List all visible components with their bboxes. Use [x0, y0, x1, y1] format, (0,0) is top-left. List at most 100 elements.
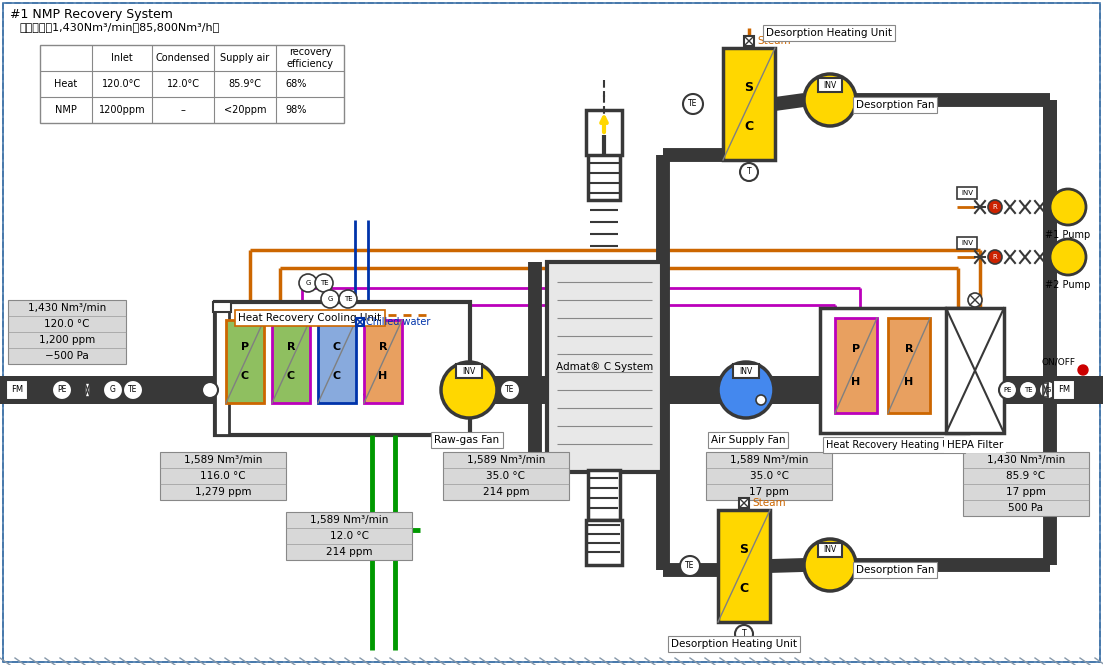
Text: C: C [333, 370, 341, 380]
Circle shape [988, 200, 1002, 214]
Text: 1,279 ppm: 1,279 ppm [195, 487, 251, 497]
Text: Steam: Steam [757, 36, 791, 46]
Bar [443, 452, 569, 500]
Text: 214 ppm: 214 ppm [483, 487, 529, 497]
Text: 35.0 °C: 35.0 °C [750, 471, 789, 481]
Bar [739, 498, 749, 508]
Text: G: G [328, 296, 333, 302]
Text: 12.0°C: 12.0°C [167, 79, 200, 89]
Text: Desorption Fan: Desorption Fan [856, 100, 934, 110]
Text: ON/OFF: ON/OFF [1041, 358, 1075, 366]
Bar [745, 36, 754, 46]
Text: 1,200 ppm: 1,200 ppm [39, 335, 95, 345]
Text: Admat® C System: Admat® C System [556, 362, 653, 372]
Bar [318, 320, 356, 403]
Bar [586, 110, 622, 155]
Text: PE: PE [1004, 387, 1013, 393]
Circle shape [299, 274, 317, 292]
Text: TE: TE [1024, 387, 1032, 393]
Circle shape [1050, 189, 1086, 225]
Text: PE: PE [57, 386, 66, 394]
Text: C: C [739, 582, 749, 595]
Text: TE: TE [128, 386, 138, 394]
Text: FM: FM [1058, 386, 1070, 394]
Circle shape [1019, 381, 1037, 399]
Text: R: R [378, 342, 387, 352]
Bar [733, 364, 759, 378]
Circle shape [740, 163, 758, 181]
Text: C: C [745, 120, 753, 133]
Bar [364, 320, 401, 403]
Circle shape [441, 362, 497, 418]
Bar [356, 318, 364, 326]
Text: G: G [110, 386, 116, 394]
Text: G: G [306, 280, 311, 286]
Bar [160, 452, 286, 500]
Bar [1043, 383, 1048, 397]
Circle shape [1039, 381, 1057, 399]
Bar [818, 78, 842, 92]
Circle shape [718, 362, 774, 418]
Text: 120.0°C: 120.0°C [103, 79, 141, 89]
Text: 17 ppm: 17 ppm [749, 487, 789, 497]
Circle shape [804, 539, 856, 591]
Text: 1,430 Nm³/min: 1,430 Nm³/min [28, 303, 106, 313]
Text: #1 Pump: #1 Pump [1046, 230, 1091, 240]
Text: Chilled water: Chilled water [366, 317, 430, 327]
Text: S: S [745, 80, 753, 94]
Bar [6, 380, 28, 400]
Bar [8, 300, 126, 364]
Text: H: H [904, 376, 913, 386]
Text: Heat Recovery Cooling Unit: Heat Recovery Cooling Unit [238, 313, 382, 323]
Bar [547, 262, 662, 472]
Bar [888, 318, 930, 413]
Text: C: C [240, 370, 249, 380]
Text: 1,430 Nm³/min: 1,430 Nm³/min [987, 455, 1065, 465]
Text: T: T [741, 630, 747, 638]
Circle shape [681, 556, 700, 576]
Text: P: P [852, 344, 860, 354]
Circle shape [1078, 365, 1088, 375]
Bar [957, 237, 977, 249]
Circle shape [683, 94, 703, 114]
Bar [215, 302, 470, 435]
Bar [0, 376, 1103, 404]
Text: 120.0 °C: 120.0 °C [44, 319, 89, 329]
Text: TE: TE [688, 100, 698, 108]
Text: 85.9 °C: 85.9 °C [1006, 471, 1046, 481]
Bar [586, 520, 622, 565]
Text: 85.9°C: 85.9°C [228, 79, 261, 89]
Bar [215, 310, 229, 435]
Text: 処理風量：1,430Nm³/min（85,800Nm³/h）: 処理風量：1,430Nm³/min（85,800Nm³/h） [20, 22, 221, 32]
Text: Heat: Heat [54, 79, 77, 89]
Text: 116.0 °C: 116.0 °C [200, 471, 246, 481]
Text: 1,589 Nm³/min: 1,589 Nm³/min [730, 455, 808, 465]
Circle shape [52, 380, 72, 400]
Bar [40, 45, 344, 123]
Circle shape [202, 382, 218, 398]
Circle shape [103, 380, 124, 400]
Bar [957, 187, 977, 199]
Text: INV: INV [961, 190, 973, 196]
Text: H: H [378, 370, 387, 380]
Bar [588, 138, 620, 200]
Text: H: H [852, 376, 860, 386]
Text: Air Supply Fan: Air Supply Fan [710, 435, 785, 445]
Text: 68%: 68% [286, 79, 307, 89]
Text: 214 ppm: 214 ppm [325, 547, 372, 557]
Bar [1053, 380, 1075, 400]
Circle shape [315, 274, 333, 292]
Bar [718, 510, 770, 622]
Text: R: R [993, 204, 997, 210]
Text: #2 Pump: #2 Pump [1046, 280, 1091, 290]
Text: T: T [747, 168, 751, 176]
Text: 12.0 °C: 12.0 °C [330, 531, 368, 541]
Circle shape [968, 293, 982, 307]
Text: FM: FM [11, 386, 23, 394]
Bar [456, 364, 482, 378]
Circle shape [321, 290, 339, 308]
Text: R: R [993, 254, 997, 260]
Circle shape [339, 290, 357, 308]
Text: G: G [1046, 387, 1051, 393]
Text: TE: TE [685, 561, 695, 571]
